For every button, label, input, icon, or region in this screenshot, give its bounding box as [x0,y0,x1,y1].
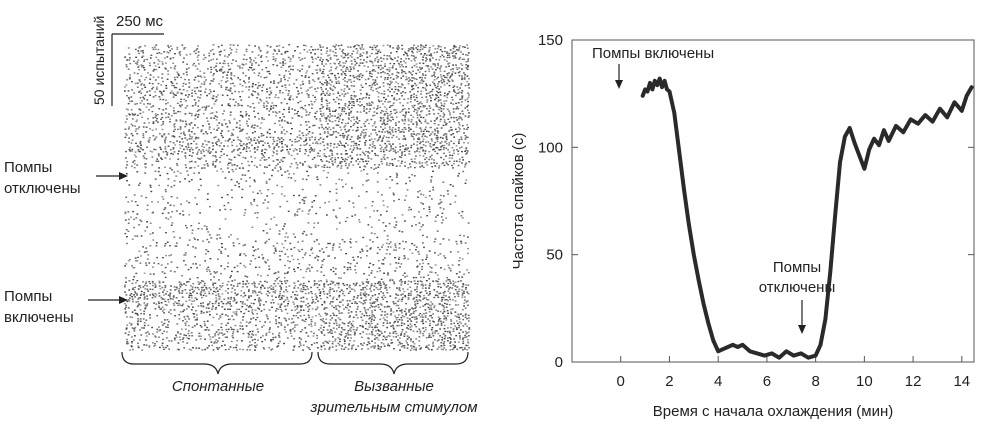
trials-scale-label: 50 испытаний [91,16,107,105]
x-tick-label: 12 [905,373,922,390]
y-tick-label: 50 [546,247,563,264]
plot-frame [571,39,975,363]
y-axis-label: Частота спайков (с) [510,133,527,270]
pumps-on-label-line2: включены [4,309,74,326]
x-tick-label: 2 [665,373,673,390]
pumps-on-label-line1: Помпы [4,288,52,305]
raster-dots [124,44,471,351]
pumps-off-label-line1: Помпы [4,159,52,176]
x-axis-label: Время с начала охлаждения (мин) [653,403,894,420]
x-tick-label: 6 [763,373,771,390]
evoked-brace [317,351,469,375]
x-axis-ticks: 0 2 4 6 8 10 12 14 [617,356,970,390]
pumps-off-arrowhead [119,172,128,180]
rate-chart: 0 50 100 150 0 2 4 6 8 10 12 14 Частота спайков (с… [510,32,975,420]
annotation-pumps-off-arrowhead [798,325,806,334]
y-tick-label: 100 [538,139,563,156]
spontaneous-brace [121,351,313,375]
y-tick-label: 150 [538,32,563,49]
pumps-on-arrowhead [119,296,128,304]
annotation-pumps-off-line1: Помпы [773,259,821,276]
spontaneous-label: Спонтанные [172,378,264,395]
x-tick-label: 10 [856,373,873,390]
annotation-pumps-off-line2: отключены [759,279,836,296]
series-line-spike-rate [640,76,974,360]
evoked-label-line1: Вызванные [354,378,434,395]
y-axis-ticks: 0 50 100 150 [538,32,974,371]
time-scale-label: 250 мс [116,13,164,30]
x-tick-label: 8 [811,373,819,390]
raster-panel: 250 мс 50 испытаний Помпы отключены Помп… [4,13,477,416]
pumps-off-label-line2: отключены [4,180,81,197]
annotation-pumps-on-arrowhead [615,80,623,89]
x-tick-label: 0 [617,373,625,390]
evoked-label-line2: зрительным стимулом [310,399,478,416]
x-tick-label: 4 [714,373,722,390]
y-tick-label: 0 [555,354,563,371]
x-tick-label: 14 [953,373,970,390]
annotation-pumps-on: Помпы включены [592,45,714,62]
